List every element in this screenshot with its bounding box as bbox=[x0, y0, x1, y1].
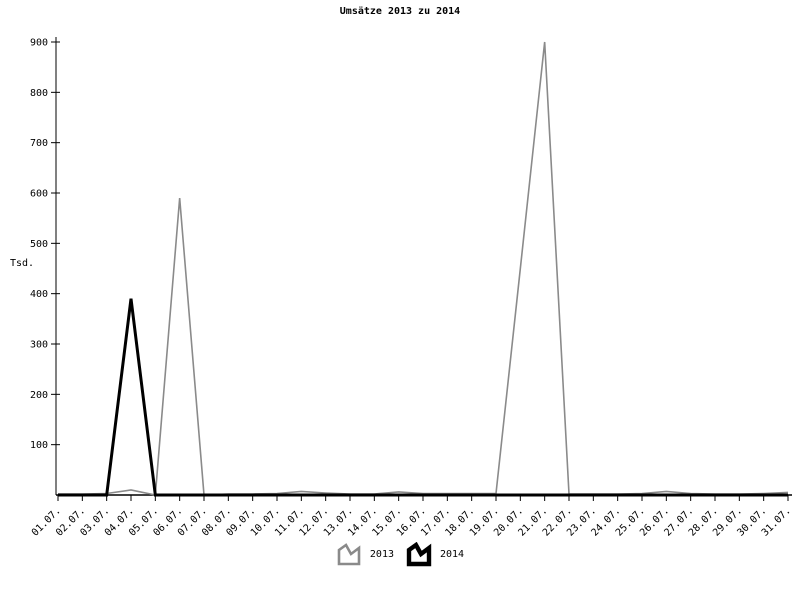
legend-label-2013: 2013 bbox=[369, 549, 394, 560]
line-series-2013-icon bbox=[337, 543, 361, 566]
svg-text:100: 100 bbox=[30, 440, 48, 451]
svg-text:500: 500 bbox=[30, 239, 48, 250]
svg-text:600: 600 bbox=[30, 189, 48, 200]
svg-text:300: 300 bbox=[30, 340, 48, 351]
svg-text:400: 400 bbox=[30, 289, 48, 300]
svg-text:900: 900 bbox=[30, 38, 48, 49]
legend-item-2013: 2013 bbox=[336, 542, 394, 567]
svg-text:700: 700 bbox=[30, 138, 48, 149]
svg-text:800: 800 bbox=[30, 88, 48, 99]
legend-label-2014: 2014 bbox=[440, 549, 465, 560]
line-series-2014-icon bbox=[406, 542, 432, 567]
y-axis-unit-label: Tsd. bbox=[10, 258, 35, 269]
chart-title: Umsätze 2013 zu 2014 bbox=[339, 6, 461, 17]
legend: 2013 2014 bbox=[0, 542, 800, 567]
svg-text:200: 200 bbox=[30, 390, 48, 401]
legend-item-2014: 2014 bbox=[406, 542, 464, 567]
